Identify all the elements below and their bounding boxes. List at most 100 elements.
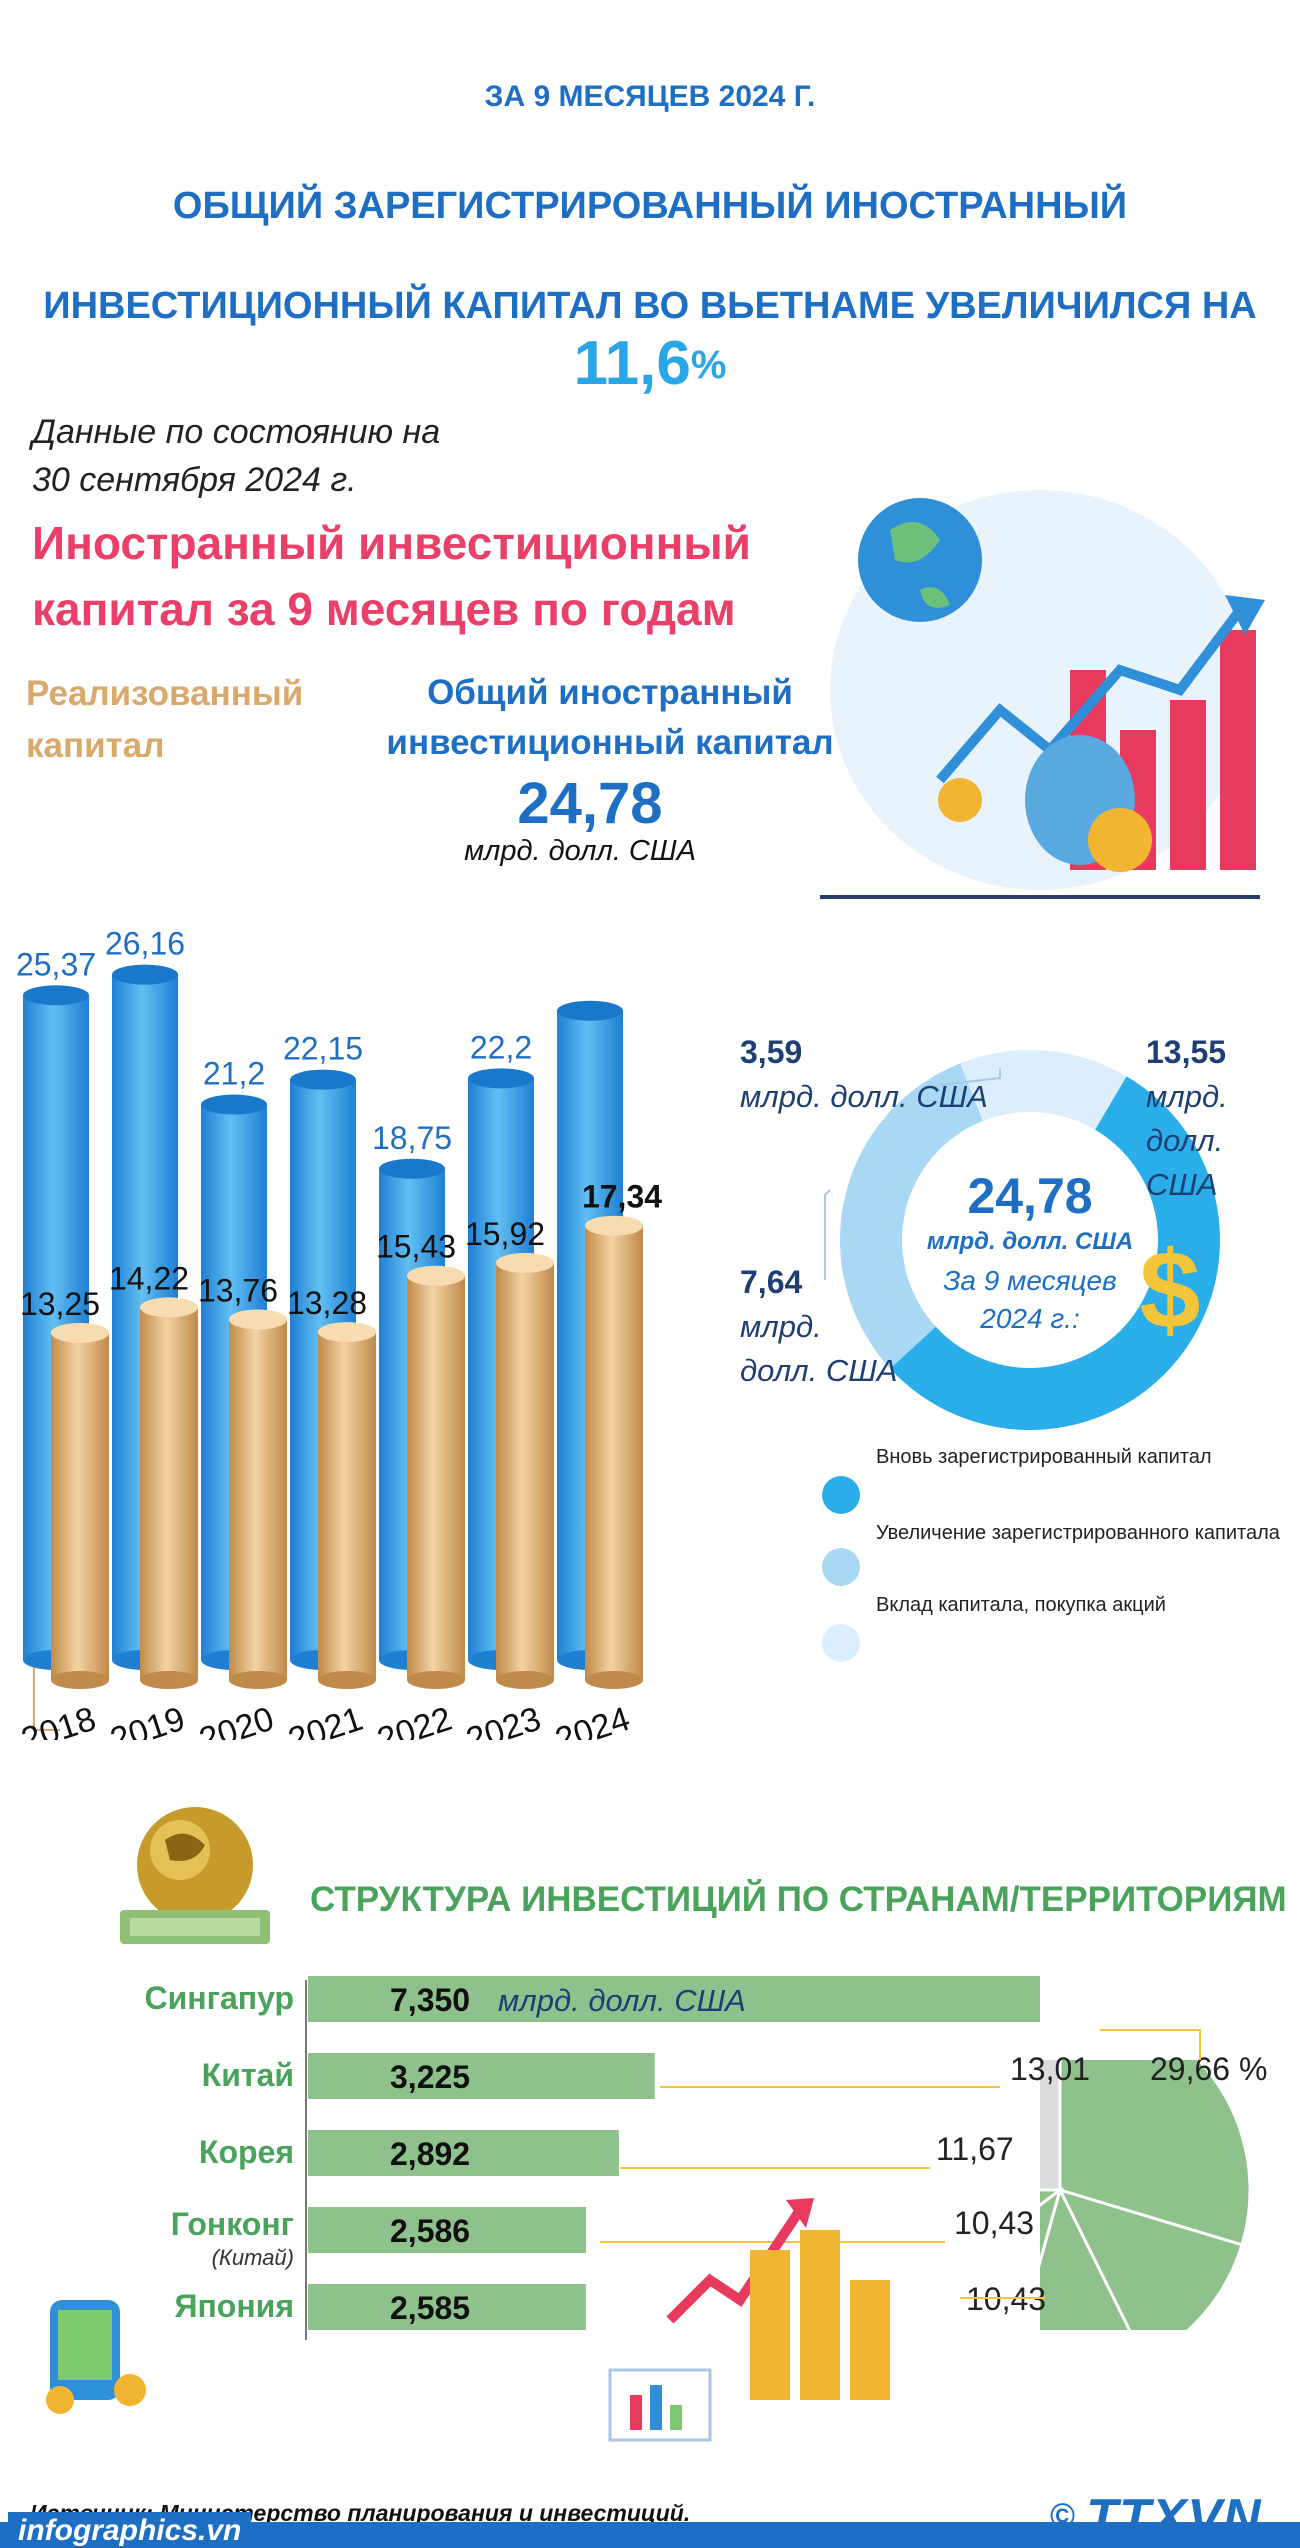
main-title-line2-text: ИНВЕСТИЦИОННЫЙ КАПИТАЛ ВО ВЬЕТНАМЕ УВЕЛИ…: [43, 285, 1257, 327]
realized-value-label-2021: 13,28: [287, 1285, 367, 1321]
realized-bar-2024: [585, 1225, 643, 1680]
logo-text: TTXVN: [1086, 2489, 1262, 2547]
realized-bar-top-2022: [407, 1265, 465, 1286]
realized-bar-top-2024: [585, 1215, 643, 1236]
realized-value-label-2023: 15,92: [465, 1216, 545, 1252]
pie-label-0: 29,66 %: [1150, 2051, 1267, 2087]
growth-coins-illustration: [608, 2198, 890, 2442]
yearly-bar-chart: 25,37 13,25 2018 26,16 14,22 2019 21,2 13,76 202…: [16, 926, 662, 1740]
year-label-2024: 2024: [551, 1700, 635, 1740]
as-of-note: Данные по состоянию на 30 сентября 2024 …: [32, 408, 440, 504]
legend-label-increase: Увеличение зарегистрированного капитала: [876, 1522, 1280, 1544]
donut-label-c-unit1: млрд.: [740, 1309, 822, 1344]
realized-bar-base-2023: [496, 1671, 554, 1689]
donut-slice-0: [890, 1076, 1220, 1430]
section2-title: СТРУКТУРА ИНВЕСТИЦИЙ ПО СТРАНАМ/ТЕРРИТОР…: [310, 1880, 1287, 1919]
donut-label-c-value: 7,64: [740, 1264, 803, 1300]
country-value-4: 2,585: [390, 2290, 470, 2326]
realized-bar-2019: [140, 1307, 198, 1680]
country-share-pie: [1040, 2060, 1252, 2330]
total-value-label-2023: 22,2: [470, 1029, 532, 1065]
year-label-2018: 2018: [17, 1700, 101, 1740]
copyright-symbol: ©: [1050, 2497, 1077, 2535]
realized-bar-2022: [407, 1275, 465, 1680]
as-of-line2: 30 сентября 2024 г.: [32, 461, 357, 499]
realized-value-label-2018: 13,25: [20, 1286, 100, 1322]
realized-bar-base-2018: [51, 1671, 109, 1689]
donut-label-c: 7,64 млрд. долл. США: [740, 1260, 897, 1393]
donut-center-value: 24,78: [967, 1168, 1093, 1224]
donut-center-period: За 9 месяцев 2024 г.:: [900, 1262, 1160, 1338]
realized-value-label-2019: 14,22: [109, 1260, 189, 1296]
country-name-1: Китай: [202, 2057, 294, 2093]
realized-value-label-2024: 17,34: [582, 1179, 662, 1215]
total-capital-unit: млрд. долл. США: [464, 835, 696, 867]
dollar-icon: $: [1139, 1229, 1200, 1352]
total-value-label-2022: 18,75: [372, 1120, 452, 1156]
realized-bar-top-2021: [318, 1322, 376, 1343]
section1-title: Иностранный инвестиционный капитал за 9 …: [32, 510, 751, 642]
country-bar-chart: Сингапур 7,350 млрд. долл. США Китай 3,225 Ко…: [145, 1976, 1040, 2340]
country-bar-1: [308, 2053, 655, 2099]
country-value-2: 2,892: [390, 2136, 470, 2172]
total-value-label-2018: 25,37: [16, 946, 96, 982]
total-bar-top-2024: [557, 1000, 623, 1021]
country-value-1: 3,225: [390, 2059, 470, 2095]
year-label-2021: 2021: [284, 1700, 368, 1740]
section1-title-line1: Иностранный инвестиционный: [32, 517, 751, 569]
leader-line-a: [939, 1068, 1001, 1086]
donut-label-a-unit: млрд. долл. США: [740, 1079, 988, 1114]
realized-bar-base-2019: [140, 1671, 198, 1689]
country-unit-label: млрд. долл. США: [498, 1983, 746, 2018]
donut-label-b-unit2: долл.: [1146, 1123, 1224, 1158]
ttxvn-logo: © TTXVN: [1050, 2488, 1262, 2548]
year-label-2019: 2019: [106, 1700, 190, 1740]
legend-dot-increase: [822, 1548, 860, 1586]
legend-dot-new: [822, 1476, 860, 1514]
total-value-label-2020: 21,2: [203, 1056, 265, 1092]
legend-dot-contribution: [822, 1624, 860, 1662]
section1-title-line2: капитал за 9 месяцев по годам: [32, 583, 736, 635]
country-bar-2: [308, 2130, 619, 2176]
pie-label-2: 11,67: [936, 2131, 1014, 2167]
country-name-4: Япония: [174, 2288, 294, 2324]
realized-capital-label: Реализованный капитал: [26, 668, 303, 772]
increase-unit: %: [690, 343, 727, 387]
donut-label-c-unit2: долл. США: [740, 1353, 898, 1388]
pie-slice-1: [1057, 2187, 1244, 2330]
country-value-0: 7,350: [390, 1982, 470, 2018]
realized-bar-top-2018: [51, 1322, 109, 1343]
site-link[interactable]: infographics.vn: [8, 2512, 252, 2548]
total-capital-label: Общий иностранный инвестиционный капитал: [360, 668, 860, 768]
capital-structure-donut: $: [824, 1050, 1220, 1430]
country-bar-4: [308, 2284, 586, 2330]
total-value-label-2019: 26,16: [105, 926, 185, 962]
year-label-2022: 2022: [373, 1700, 457, 1740]
realized-value-label-2022: 15,43: [376, 1229, 456, 1265]
period-title: ЗА 9 МЕСЯЦЕВ 2024 Г.: [484, 80, 816, 113]
realized-bar-top-2019: [140, 1297, 198, 1318]
country-bar-3: [308, 2207, 586, 2253]
donut-label-b-unit3: США: [1146, 1167, 1218, 1202]
realized-value-label-2020: 13,76: [198, 1272, 278, 1308]
realized-bar-base-2024: [585, 1671, 643, 1689]
donut-label-b-unit1: млрд.: [1146, 1079, 1228, 1114]
year-label-2020: 2020: [195, 1700, 279, 1740]
donut-slice-1: [840, 1063, 983, 1369]
total-value-label-2021: 22,15: [283, 1031, 363, 1067]
donut-label-b: 13,55 млрд. долл. США: [1146, 1030, 1228, 1207]
donut-label-a: 3,59 млрд. долл. США: [740, 1030, 988, 1119]
pie-slice-4: [1040, 2188, 1065, 2207]
donut-center-period-line1: За 9 месяцев: [943, 1265, 1117, 1296]
pie-slice-0: [1058, 2060, 1252, 2247]
total-bar-top-2022: [379, 1158, 445, 1179]
country-name-3: Гонконг: [171, 2206, 294, 2242]
country-bar-0: [308, 1976, 1040, 2022]
realized-bar-2018: [51, 1332, 109, 1680]
realized-bar-base-2022: [407, 1671, 465, 1689]
donut-slice-2: [960, 1050, 1127, 1130]
donut-label-b-value: 13,55: [1146, 1034, 1227, 1070]
pie-label-3: 10,43: [954, 2205, 1034, 2241]
country-name-2: Корея: [199, 2134, 294, 2170]
donut-hole: [904, 1114, 1156, 1366]
